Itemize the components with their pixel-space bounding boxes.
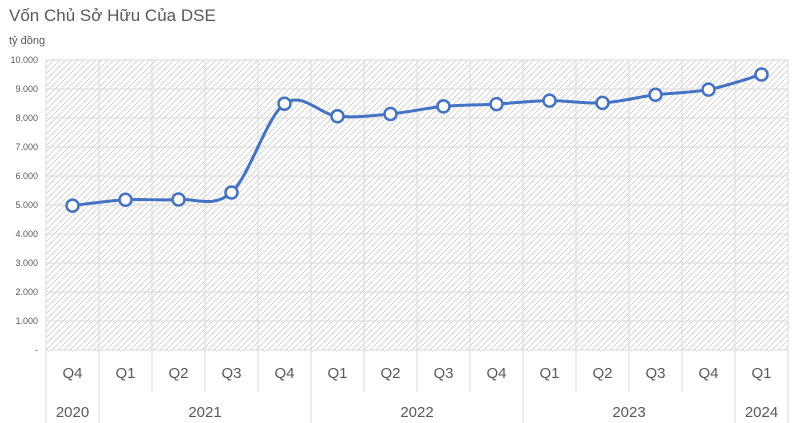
y-tick-label: 5.000 bbox=[15, 200, 38, 210]
year-label: 2022 bbox=[400, 404, 433, 421]
x-tick-label: Q1 bbox=[115, 365, 135, 382]
x-tick-label: Q4 bbox=[486, 365, 506, 382]
x-tick-label: Q3 bbox=[221, 365, 241, 382]
y-tick-label: 8.000 bbox=[15, 113, 38, 123]
data-point bbox=[701, 82, 716, 97]
x-tick-label: Q1 bbox=[327, 365, 347, 382]
x-tick-label: Q4 bbox=[698, 365, 718, 382]
data-point bbox=[595, 95, 610, 111]
data-point bbox=[330, 109, 345, 124]
y-tick-label: 10.000 bbox=[10, 55, 38, 65]
chart-title: Vốn Chủ Sở Hữu Của DSE bbox=[9, 6, 216, 25]
data-point bbox=[754, 67, 769, 82]
x-tick-label: Q2 bbox=[168, 365, 188, 382]
year-label: 2024 bbox=[745, 404, 778, 421]
x-tick-label: Q1 bbox=[751, 365, 771, 382]
data-point bbox=[171, 192, 186, 207]
data-point bbox=[277, 96, 292, 112]
y-tick-label: 2.000 bbox=[15, 287, 38, 297]
year-label: 2023 bbox=[612, 404, 645, 421]
year-label: 2020 bbox=[56, 404, 89, 421]
data-point bbox=[648, 87, 663, 103]
data-point bbox=[489, 96, 504, 112]
x-tick-label: Q1 bbox=[539, 365, 559, 382]
x-tick-label: Q2 bbox=[592, 365, 612, 382]
x-tick-label: Q3 bbox=[645, 365, 665, 382]
year-label: 2021 bbox=[188, 404, 221, 421]
y-tick-label: - bbox=[35, 345, 38, 355]
data-point bbox=[383, 106, 398, 122]
x-tick-label: Q4 bbox=[62, 365, 82, 382]
y-tick-label: 1.000 bbox=[15, 316, 38, 326]
x-tick-label: Q3 bbox=[433, 365, 453, 382]
y-tick-label: 7.000 bbox=[15, 142, 38, 152]
data-point bbox=[118, 192, 133, 208]
y-tick-label: 9.000 bbox=[15, 84, 38, 94]
y-tick-label: 3.000 bbox=[15, 258, 38, 268]
x-tick-label: Q2 bbox=[380, 365, 400, 382]
unit-label: tỷ đồng bbox=[9, 35, 46, 47]
data-point bbox=[65, 198, 80, 213]
y-tick-label: 6.000 bbox=[15, 171, 38, 181]
data-point bbox=[224, 185, 239, 200]
data-point bbox=[542, 93, 557, 108]
x-tick-label: Q4 bbox=[274, 365, 294, 382]
y-tick-label: 4.000 bbox=[15, 229, 38, 239]
series-line bbox=[72, 73, 762, 208]
data-point bbox=[436, 99, 451, 114]
